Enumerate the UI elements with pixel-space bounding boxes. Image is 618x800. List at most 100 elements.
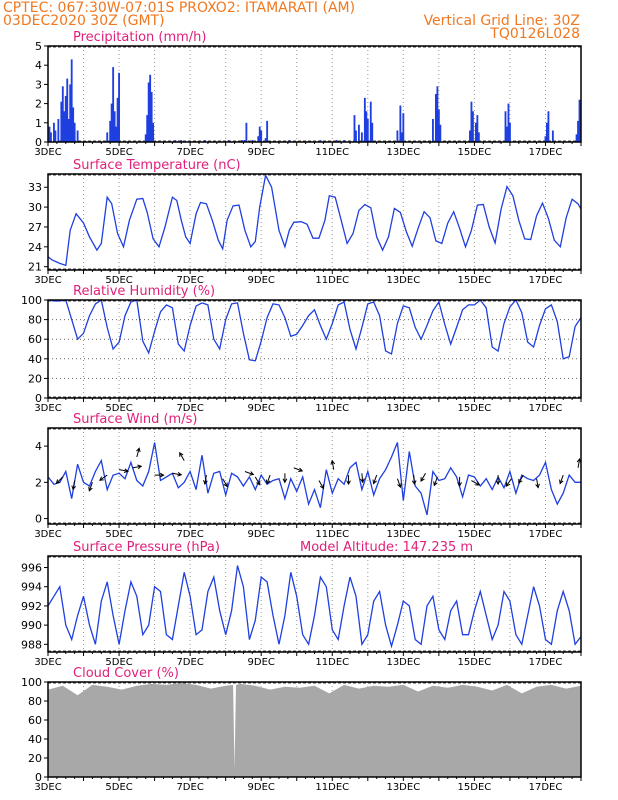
wind-arrowhead (518, 478, 523, 484)
precip-bar (547, 111, 550, 142)
wind-vector (136, 448, 140, 458)
wind-vector (118, 469, 129, 472)
x-tick-label: 15DEC (458, 529, 492, 540)
wind-vector (266, 474, 271, 484)
precip-bar (258, 126, 261, 142)
precip-bar (509, 122, 511, 142)
precip-bar (504, 111, 507, 142)
x-tick-label: 5DEC (105, 275, 132, 286)
precip-bar (474, 122, 477, 142)
panel-title: Cloud Cover (%) (73, 666, 179, 681)
wind-arrowhead (559, 479, 564, 485)
precip-bar (52, 122, 55, 142)
x-tick-label: 17DEC (529, 782, 563, 793)
wind-vector (99, 474, 108, 481)
precip-bar (319, 140, 322, 142)
y-tick-label: 0 (35, 513, 42, 526)
y-tick-label: 100 (21, 294, 42, 307)
precip-bar (471, 111, 474, 142)
wind-arrowhead (535, 483, 540, 489)
y-tick-label: 24 (28, 241, 42, 254)
wind-vector (56, 476, 64, 484)
series-line (47, 173, 582, 267)
precip-bar (60, 101, 63, 142)
wind-arrowhead (179, 451, 184, 457)
panel-title: Precipitation (mm/h) (73, 30, 206, 45)
x-tick-label: 11DEC (315, 657, 349, 668)
precip-bar (67, 118, 70, 142)
y-tick-label: 1 (35, 117, 42, 130)
x-tick-label: 11DEC (315, 275, 349, 286)
precip-bar (343, 140, 346, 142)
x-tick-label: 9DEC (248, 782, 275, 793)
precip-bar (54, 130, 57, 142)
panel-title: Surface Wind (m/s) (73, 412, 197, 427)
x-tick-label: 9DEC (248, 657, 275, 668)
y-tick-label: 0 (35, 771, 42, 784)
precip-bar (110, 103, 113, 142)
panel-title: Surface Pressure (hPa) (73, 540, 220, 555)
panel-3 (44, 427, 582, 528)
precip-bar (48, 126, 51, 142)
x-tick-label: 13DEC (386, 403, 420, 414)
precip-bar (551, 130, 554, 142)
precip-bar (437, 109, 440, 142)
x-tick-label: 13DEC (386, 275, 420, 286)
wind-vector (396, 478, 401, 488)
y-tick-label: 20 (28, 752, 42, 765)
precip-bar (76, 130, 79, 142)
x-tick-label: 5DEC (105, 657, 132, 668)
precip-bar (400, 132, 403, 142)
wind-vector (373, 474, 378, 484)
wind-vector (518, 474, 524, 484)
wind-arrowhead (475, 481, 481, 486)
wind-vector (318, 480, 324, 489)
panel-frame (47, 45, 582, 143)
precip-bar (402, 113, 405, 142)
precip-bar (150, 92, 153, 142)
wind-vector (420, 473, 426, 482)
y-tick-label: 40 (28, 353, 42, 366)
precip-bar (109, 120, 112, 142)
wind-vector (132, 465, 142, 469)
y-tick-label: 33 (28, 181, 42, 194)
y-tick-label: 992 (21, 600, 42, 613)
precip-bar (507, 103, 510, 142)
precip-bar (434, 94, 437, 142)
wind-arrowhead (137, 464, 143, 470)
wind-vector (361, 473, 364, 483)
wind-vector (222, 478, 228, 487)
wind-arrowhead (88, 486, 93, 492)
panel-5 (44, 681, 582, 781)
y-tick-label: 4 (35, 440, 42, 453)
x-tick-label: 9DEC (248, 147, 275, 158)
wind-vector (72, 480, 76, 490)
wind-arrowhead (505, 482, 511, 487)
y-tick-label: 60 (28, 714, 42, 727)
wind-vector (536, 478, 539, 488)
x-tick-label: 7DEC (176, 275, 203, 286)
x-tick-label: 11DEC (315, 782, 349, 793)
y-tick-label: 2 (35, 98, 42, 111)
precip-bar (241, 140, 243, 142)
x-tick-label: 7DEC (176, 403, 203, 414)
panel-4 (44, 555, 582, 656)
precip-bar (353, 115, 356, 142)
wind-vector (559, 474, 564, 484)
precip-bar (116, 97, 119, 142)
precip-bar (469, 130, 471, 142)
panel-frame (47, 555, 582, 653)
wind-arrowhead (223, 482, 228, 488)
x-tick-label: 15DEC (458, 782, 492, 793)
x-tick-label: 13DEC (386, 657, 420, 668)
wind-vector (254, 476, 261, 485)
precip-bar (64, 95, 67, 142)
x-tick-label: 13DEC (386, 782, 420, 793)
x-tick-label: 5DEC (105, 403, 132, 414)
precip-bar (264, 138, 267, 142)
x-tick-label: 17DEC (529, 529, 563, 540)
panel-frame (47, 299, 582, 399)
wind-arrowhead (249, 471, 255, 476)
y-tick-label: 3 (35, 78, 42, 91)
